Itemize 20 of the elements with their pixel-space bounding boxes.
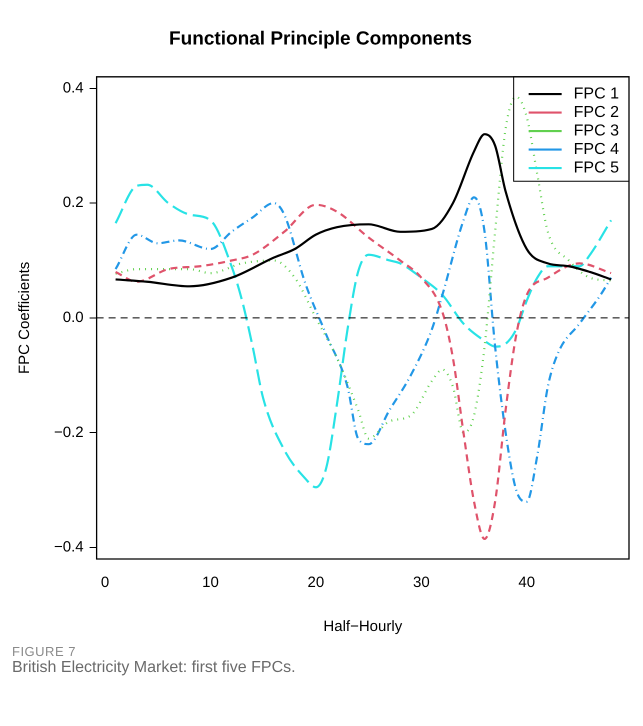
legend-label: FPC 3	[574, 122, 620, 140]
legend-label: FPC 2	[574, 104, 620, 121]
y-axis-title: FPC Coefficients	[16, 262, 34, 374]
legend-label: FPC 4	[574, 140, 620, 158]
y-tick-label: 0.4	[62, 79, 84, 96]
legend-label: FPC 1	[574, 85, 620, 102]
chart-title: Functional Principle Components	[169, 28, 472, 50]
y-tick-label: 0.0	[62, 309, 84, 326]
text: British Electricity Market: first five FPCs.	[12, 659, 297, 677]
y-tick-label: −0.2	[54, 424, 84, 441]
x-tick-label: 20	[308, 574, 324, 592]
x-axis-title: Half−Hourly	[323, 618, 403, 636]
x-tick-label: 40	[518, 574, 536, 592]
legend-label: FPC 5	[574, 159, 620, 176]
y-tick-label: 0.2	[62, 194, 84, 212]
caption: FIGURE 7	[12, 644, 77, 659]
x-tick-label: 0	[100, 574, 110, 592]
y-tick-label: −0.4	[54, 538, 84, 556]
x-tick-label: 10	[202, 574, 219, 592]
x-tick-label: 30	[412, 574, 430, 592]
